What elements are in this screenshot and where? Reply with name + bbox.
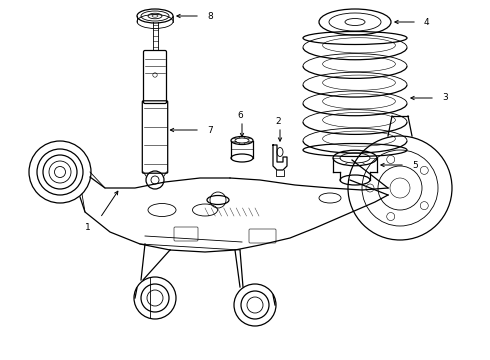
Text: 7: 7 <box>207 126 213 135</box>
Text: 2: 2 <box>275 117 281 126</box>
Text: 3: 3 <box>442 94 448 103</box>
Text: 4: 4 <box>424 18 430 27</box>
Text: 5: 5 <box>412 161 418 170</box>
Text: 1: 1 <box>85 222 91 231</box>
Text: 8: 8 <box>207 12 213 21</box>
Text: 6: 6 <box>237 111 243 120</box>
